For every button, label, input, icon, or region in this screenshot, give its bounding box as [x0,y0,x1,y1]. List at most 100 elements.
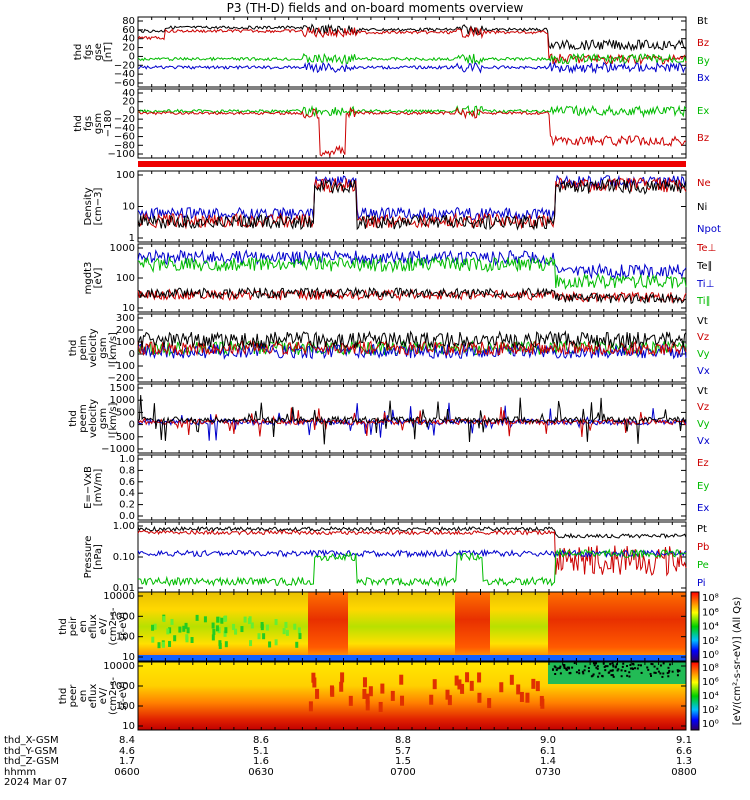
y-tick-label: −20 [114,60,135,71]
electron-speckle [603,665,606,668]
ion-patch [265,624,269,631]
electron-patch [432,679,437,690]
electron-speckle [571,666,574,669]
ion-patch [297,627,301,634]
ion-patch [274,619,278,626]
ion-patch [274,639,278,646]
electron-patch [362,688,367,699]
electron-speckle [662,662,665,665]
series-pi [137,548,687,559]
y-tick-label: 0.2 [119,500,135,511]
electron-patch [315,688,320,699]
xtick-hhmm-2: 0700 [390,766,416,778]
electron-speckle [637,664,640,667]
electron-speckle [646,666,649,669]
y-tick-label: 20 [122,97,135,108]
electron-speckle [578,672,581,675]
ion-patch [249,640,253,647]
ion-patch [240,626,244,633]
electron-speckle [607,671,610,674]
y-axis-label: thdfgsgsm−180 [73,110,114,137]
electron-patch [535,681,540,692]
electron-patch [477,692,482,703]
electron-speckle [677,670,680,673]
ion-patch [170,618,174,625]
ion-patch [250,622,254,629]
colorbar-tick-label: 10⁶ [702,677,719,688]
y-axis-label: thdfgsgse[nT] [73,42,114,62]
electron-speckle [640,671,643,674]
electron-speckle [563,666,566,669]
ion-patch [293,623,297,630]
series-pe [137,548,687,588]
x-axis-row-labels: thd_X-GSM thd_Y-GSM thd_Z-GSM hhmm 2024 … [4,735,68,789]
xaxis-date: 2024 Mar 07 [4,777,68,788]
electron-speckle [592,662,595,665]
electron-speckle [597,675,600,678]
panel-frame [137,16,687,88]
y-tick-label: −500 [108,432,135,443]
electron-patch [330,686,335,697]
colorbar-tick-label: 10⁸ [702,663,719,674]
y-tick-label: 10 [122,202,135,213]
ion-patch [220,617,224,624]
legend-Npot: Npot [697,224,721,235]
series-ni [137,177,687,231]
electron-patch [460,683,465,694]
y-tick-label: 0 [129,51,135,62]
electron-speckle [653,665,656,668]
electron-speckle [621,665,624,668]
electron-patch [380,683,385,694]
legend-Vx: Vx [697,366,710,377]
y-tick-label: 0.4 [119,488,135,499]
xtick-y-0: 4.6 [119,745,135,757]
colorbar-tick-label: 10⁰ [702,650,719,661]
quality-flag-bar [138,161,686,167]
electron-patch [454,675,459,686]
xtick-z-0: 1.7 [119,756,135,767]
electron-patch [487,698,492,709]
legend-Pt: Pt [697,524,707,535]
electron-speckle [590,675,593,678]
y-tick-label: 1000 [110,243,135,254]
series-bt [137,23,687,52]
series-bz-gsm [137,106,687,158]
electron-speckle [612,665,615,668]
electron-speckle [662,672,665,675]
ion-patch [295,641,299,648]
electron-speckle [612,675,615,678]
electron-speckle [559,665,562,668]
electron-patch [429,694,434,705]
legend-Bx: Bx [697,73,710,84]
ion-patch [217,627,221,634]
electron-patch [365,693,370,704]
series-ne [137,176,687,230]
ion-patch [178,626,182,633]
colorbar-tick-label: 10⁰ [702,719,719,730]
electron-speckle [567,666,570,669]
electron-speckle [611,662,614,665]
electron-patch [469,680,474,691]
y-axis-label: thdpeemvelocitygsm[km/s] [68,399,119,438]
series-bz [137,25,687,66]
electron-patch [311,672,316,683]
y-tick-label: 0 [129,349,135,360]
electron-speckle [573,662,576,665]
electron-patch [348,695,353,706]
xtick-z-1: 1.6 [253,756,269,767]
y-tick-label: −200 [108,373,135,384]
electron-patch [447,695,452,706]
electron-patch [465,672,470,683]
colorbar-tick-label: 10⁴ [702,622,719,633]
ion-patch [185,636,189,643]
legend-Ex: Ex [697,503,709,514]
electron-speckle [650,662,653,665]
electron-speckle [668,669,671,672]
electron-patch [457,679,462,690]
ion-patch [157,642,161,649]
electron-speckle [667,675,670,678]
xaxis-col-0600: 8.4 4.6 1.7 0600 [107,735,147,778]
xaxis-col-0630: 8.6 5.1 1.6 0630 [241,735,281,778]
y-tick-label: −100 [108,149,135,160]
electron-speckle [656,667,659,670]
